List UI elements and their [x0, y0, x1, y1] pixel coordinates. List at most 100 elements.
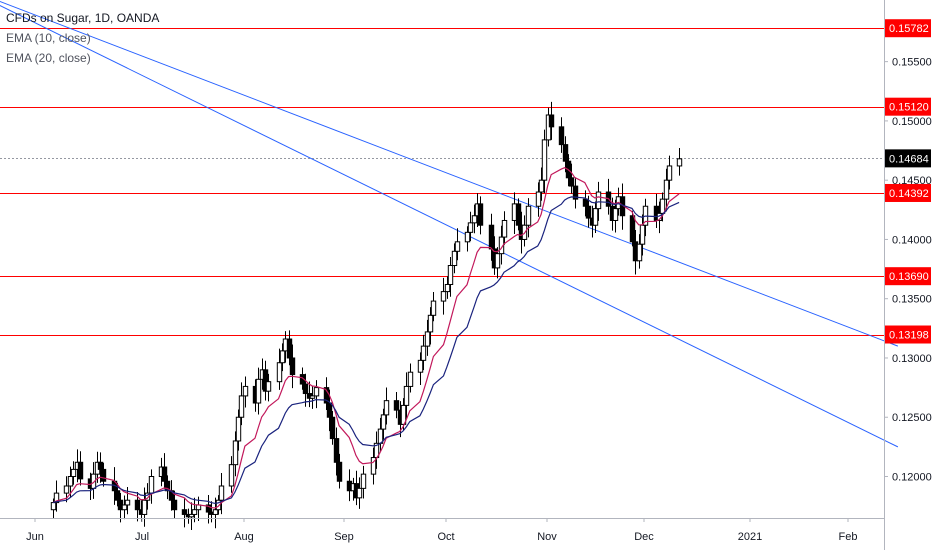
candle [451, 243, 458, 274]
candle-body [501, 219, 508, 238]
candle-body [558, 126, 565, 146]
candle [545, 107, 552, 147]
candle [477, 196, 484, 235]
candle [592, 201, 599, 233]
time-tick-label: Oct [437, 531, 454, 543]
candle-body [188, 513, 195, 518]
candle [467, 211, 474, 242]
trend-line [0, 0, 899, 347]
candle-body [302, 383, 309, 395]
candle-body [171, 499, 178, 511]
candle [161, 453, 168, 489]
candle-body [663, 179, 670, 200]
candle-body [471, 215, 478, 224]
candle-body [545, 114, 552, 141]
candle [181, 497, 188, 528]
candle [572, 178, 579, 209]
candle-body [289, 357, 296, 376]
candle-body [440, 291, 447, 302]
price-tick-label: 0.12500 [892, 412, 932, 424]
price-tick-label: 0.15000 [892, 116, 932, 128]
price-tag-label: 0.13690 [889, 271, 929, 283]
candle-body [676, 158, 683, 167]
candle-body [548, 114, 555, 128]
candle [548, 101, 555, 140]
candle-body [228, 464, 235, 487]
candle-body [323, 387, 330, 404]
candle [336, 453, 343, 489]
candle-body [525, 205, 532, 226]
price-tag-label: 0.15782 [889, 23, 929, 35]
price-tick-label: 0.13000 [892, 353, 932, 365]
candle-body [477, 203, 484, 226]
candle-body [572, 185, 579, 200]
candle-body [215, 499, 222, 511]
candle [215, 495, 222, 515]
candle-body [612, 208, 619, 221]
candle-body [541, 139, 548, 181]
candle-body [454, 241, 461, 252]
candle [663, 168, 670, 212]
candle-body [427, 314, 434, 333]
candle-body [417, 359, 424, 373]
ema20-line [52, 196, 680, 504]
time-tick-label: Aug [234, 531, 254, 543]
candle-body [121, 504, 128, 511]
candle [235, 409, 242, 451]
ema-lines [52, 167, 680, 509]
candle [430, 292, 437, 322]
candle-body [380, 414, 387, 430]
chart-title: CFDs on Sugar, 1D, OANDA [6, 11, 160, 25]
candle-body [464, 231, 471, 243]
candle-body [400, 404, 407, 425]
price-tag-label: 0.15120 [889, 102, 929, 114]
candle-body [67, 476, 74, 487]
candle-body [659, 198, 666, 214]
candle-body [313, 387, 320, 397]
candle [629, 210, 636, 247]
candle-body [639, 224, 646, 245]
candle [562, 136, 569, 173]
candle-body [242, 385, 249, 397]
candle [444, 276, 451, 299]
candle [417, 352, 424, 386]
candle-body [568, 177, 575, 187]
candle [538, 167, 545, 201]
candle [471, 204, 478, 234]
candle-body [403, 385, 410, 406]
candle-body [444, 283, 451, 293]
price-tag-label: 0.14684 [889, 153, 929, 165]
candle [356, 477, 363, 509]
candle-body [562, 144, 569, 162]
candle [242, 376, 249, 408]
candle-body [161, 466, 168, 482]
candle-body [370, 457, 377, 475]
candle [100, 462, 107, 487]
candle-body [592, 208, 599, 226]
candle [218, 472, 225, 515]
candle-body [181, 509, 188, 515]
ema10-legend: EMA (10, close) [6, 31, 91, 45]
time-tick-label: Jun [26, 531, 44, 543]
price-tag [885, 325, 931, 344]
candle-body [488, 224, 495, 250]
price-tags: 0.15782 0.15120 0.14392 0.13690 0.13198 0.146… [885, 19, 931, 344]
candle-body [262, 369, 269, 392]
candle-body [420, 345, 427, 361]
candle-body [144, 492, 151, 501]
price-tag [885, 267, 931, 286]
candle [255, 367, 262, 415]
candle [333, 427, 340, 476]
candle [464, 226, 471, 252]
candle [188, 502, 195, 530]
price-tag [885, 97, 931, 116]
candle [427, 307, 434, 345]
candle-body [286, 338, 293, 359]
candle-body [77, 461, 84, 480]
price-tick-label: 0.15500 [892, 57, 932, 69]
candle [383, 387, 390, 425]
candle [360, 465, 367, 499]
price-tag [885, 149, 931, 168]
candle [265, 373, 272, 402]
